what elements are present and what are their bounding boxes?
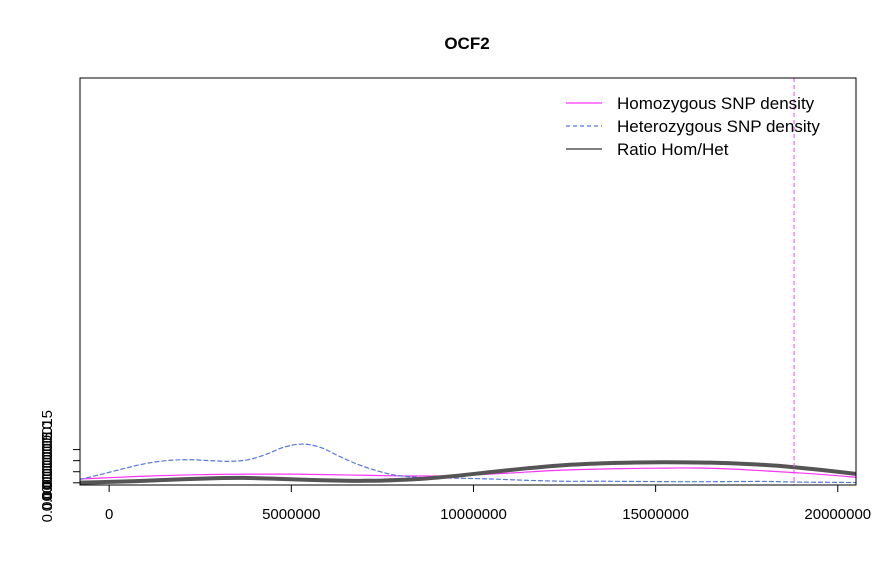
chart-title: OCF2 (444, 34, 489, 53)
series-line-3 (80, 460, 856, 485)
legend-label: Homozygous SNP density (617, 94, 815, 113)
x-tick-label: 5000000 (262, 506, 320, 523)
y-tick-label: 0.00000000 (39, 443, 56, 522)
y-tick-label: 0.00000005 (39, 432, 56, 511)
x-tick-label: 15000000 (622, 506, 689, 523)
y-tick-label: 0.00000010 (39, 421, 56, 500)
legend-label: Ratio Hom/Het (617, 140, 729, 159)
plot-frame (79, 77, 857, 486)
x-tick-label: 0 (105, 506, 113, 523)
legend-label: Heterozygous SNP density (617, 117, 820, 136)
x-tick-label: 10000000 (440, 506, 507, 523)
x-tick-label: 20000000 (804, 506, 871, 523)
legend: Homozygous SNP density Heterozygous SNP d… (566, 94, 820, 159)
series-line-2 (80, 443, 856, 484)
y-tick-label: 0.00000015 (39, 410, 56, 489)
